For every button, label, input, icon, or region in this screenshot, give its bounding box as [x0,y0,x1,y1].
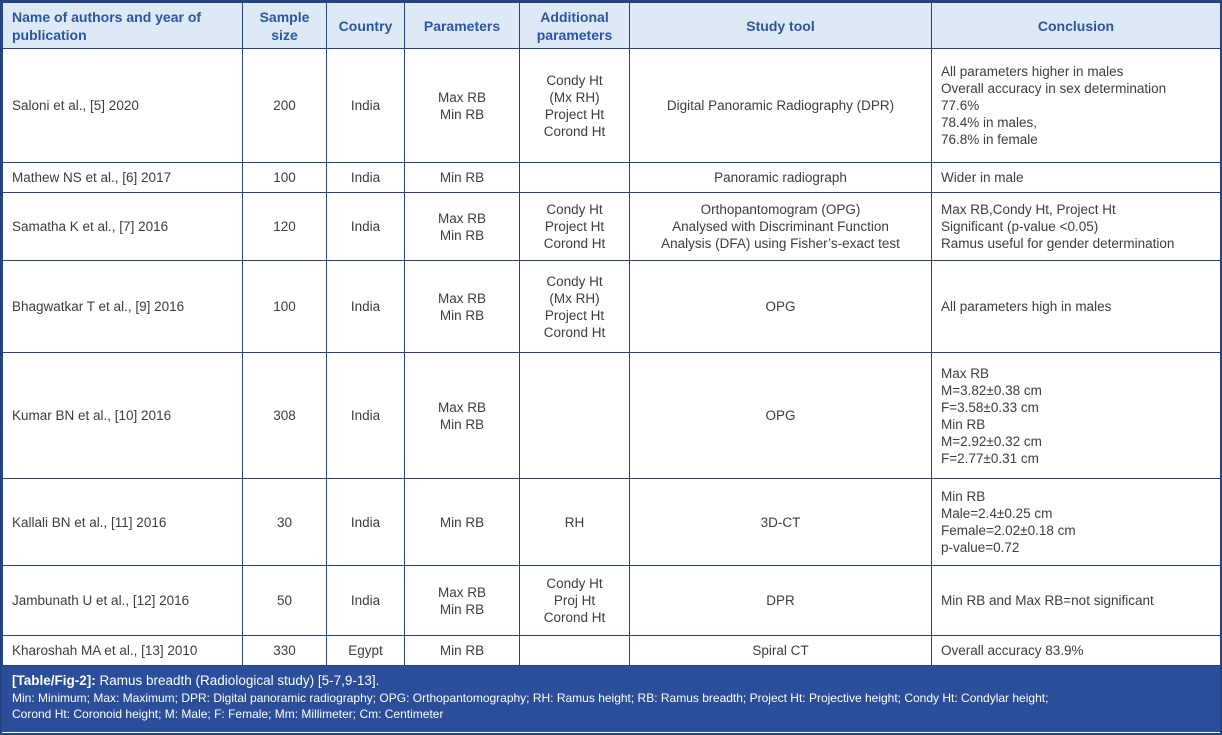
table-caption: [Table/Fig-2]: Ramus breadth (Radiologic… [12,672,1210,689]
cell-parameters: Max RB Min RB [404,260,520,353]
cell-study-tool: OPG [629,352,932,479]
cell-study-tool: OPG [629,260,932,353]
abbreviations-line-1: Min: Minimum; Max: Maximum; DPR: Digital… [12,691,1049,705]
studies-table: Name of authors and year of publication … [2,2,1220,666]
cell-parameters: Max RB Min RB [404,48,520,163]
column-header-study-tool: Study tool [629,2,932,49]
cell-study-tool: Digital Panoramic Radiography (DPR) [629,48,932,163]
column-header-sample-size: Sample size [242,2,327,49]
cell-conclusion: Overall accuracy 83.9% [931,635,1220,666]
cell-study-tool: DPR [629,565,932,636]
cell-authors: Kallali BN et al., [11] 2016 [2,478,243,566]
cell-authors: Jambunath U et al., [12] 2016 [2,565,243,636]
cell-additional-parameters: Condy Ht (Mx RH) Project Ht Corond Ht [519,260,630,353]
cell-authors: Bhagwatkar T et al., [9] 2016 [2,260,243,353]
cell-conclusion: Min RB and Max RB=not significant [931,565,1220,636]
cell-parameters: Min RB [404,635,520,666]
cell-study-tool: Panoramic radiograph [629,162,932,193]
table-header: Name of authors and year of publication … [2,2,1220,49]
cell-authors: Mathew NS et al., [6] 2017 [2,162,243,193]
cell-country: India [326,565,405,636]
table-row: Bhagwatkar T et al., [9] 2016 100 India Max… [2,260,1220,353]
cell-country: India [326,162,405,193]
cell-additional-parameters [519,635,630,666]
cell-parameters: Max RB Min RB [404,565,520,636]
cell-conclusion: All parameters higher in males Overall a… [931,48,1220,163]
cell-sample-size: 100 [242,260,327,353]
cell-sample-size: 50 [242,565,327,636]
cell-additional-parameters: Condy Ht Project Ht Corond Ht [519,192,630,261]
table-row: Kumar BN et al., [10] 2016 308 India Max RB… [2,352,1220,479]
cell-country: India [326,260,405,353]
cell-country: India [326,192,405,261]
cell-sample-size: 100 [242,162,327,193]
table-caption-band: [Table/Fig-2]: Ramus breadth (Radiologic… [2,666,1220,732]
cell-additional-parameters: RH [519,478,630,566]
cell-additional-parameters: Condy Ht (Mx RH) Project Ht Corond Ht [519,48,630,163]
column-header-country: Country [326,2,405,49]
cell-study-tool: Spiral CT [629,635,932,666]
cell-conclusion: Max RB M=3.82±0.38 cm F=3.58±0.33 cm Min… [931,352,1220,479]
cell-country: Egypt [326,635,405,666]
cell-authors: Saloni et al., [5] 2020 [2,48,243,163]
cell-country: India [326,48,405,163]
cell-parameters: Max RB Min RB [404,352,520,479]
column-header-parameters: Parameters [404,2,520,49]
cell-additional-parameters [519,162,630,193]
table-body: Saloni et al., [5] 2020 200 India Max RB Mi… [2,48,1220,666]
cell-conclusion: Min RB Male=2.4±0.25 cm Female=2.02±0.18… [931,478,1220,566]
cell-parameters: Max RB Min RB [404,192,520,261]
column-header-authors: Name of authors and year of publication [2,2,243,49]
table-row: Jambunath U et al., [12] 2016 50 India Max … [2,565,1220,636]
caption-label: [Table/Fig-2]: [12,673,96,688]
cell-study-tool: 3D-CT [629,478,932,566]
cell-authors: Kharoshah MA et al., [13] 2010 [2,635,243,666]
cell-parameters: Min RB [404,162,520,193]
cell-authors: Samatha K et al., [7] 2016 [2,192,243,261]
cell-conclusion: All parameters high in males [931,260,1220,353]
abbreviations-line-2: Corond Ht: Coronoid height; M: Male; F: … [12,707,444,721]
column-header-conclusion: Conclusion [931,2,1220,49]
table-row: Saloni et al., [5] 2020 200 India Max RB Mi… [2,48,1220,163]
header-row: Name of authors and year of publication … [2,2,1220,49]
table-row: Kallali BN et al., [11] 2016 30 India Min R… [2,478,1220,566]
cell-parameters: Min RB [404,478,520,566]
cell-sample-size: 330 [242,635,327,666]
cell-authors: Kumar BN et al., [10] 2016 [2,352,243,479]
cell-sample-size: 308 [242,352,327,479]
caption-text: Ramus breadth (Radiological study) [5-7,… [95,673,380,688]
table-row: Samatha K et al., [7] 2016 120 India Max RB… [2,192,1220,261]
table-row: Mathew NS et al., [6] 2017 100 India Min RB… [2,162,1220,193]
cell-country: India [326,352,405,479]
cell-conclusion: Wider in male [931,162,1220,193]
cell-sample-size: 120 [242,192,327,261]
cell-study-tool: Orthopantomogram (OPG) Analysed with Dis… [629,192,932,261]
cell-conclusion: Max RB,Condy Ht, Project Ht Significant … [931,192,1220,261]
cell-additional-parameters [519,352,630,479]
table-row: Kharoshah MA et al., [13] 2010 330 Egypt Mi… [2,635,1220,666]
column-header-additional-parameters: Additional parameters [519,2,630,49]
cell-additional-parameters: Condy Ht Proj Ht Corond Ht [519,565,630,636]
cell-sample-size: 200 [242,48,327,163]
cell-country: India [326,478,405,566]
cell-sample-size: 30 [242,478,327,566]
